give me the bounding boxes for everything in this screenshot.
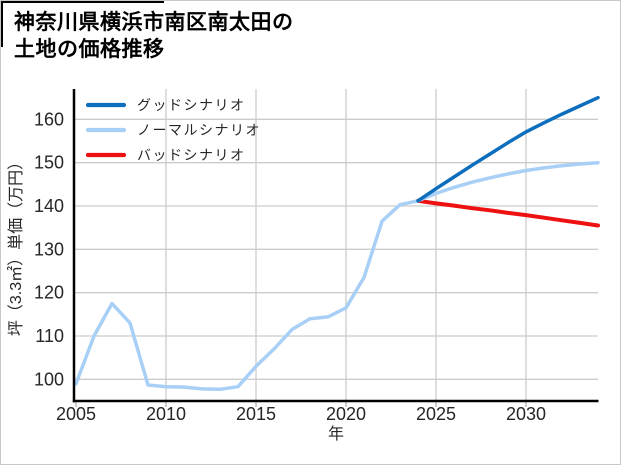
- chart-title: 神奈川県横浜市南区南太田の 土地の価格推移: [14, 9, 294, 63]
- x-axis-title: 年: [328, 425, 344, 443]
- x-tick-label: 2025: [416, 404, 456, 424]
- chart-title-line1: 神奈川県横浜市南区南太田の: [14, 11, 294, 34]
- legend-label-good-scenario: グッドシナリオ: [137, 97, 246, 113]
- y-tick-label: 160: [34, 109, 64, 129]
- series-line-normal-scenario-with-history: [74, 160, 600, 392]
- y-tick-label: 150: [34, 153, 64, 173]
- x-tick-label: 2030: [506, 404, 546, 424]
- x-tick-label: 2005: [56, 404, 96, 424]
- screenshot-border-artifact-left: [1, 1, 3, 47]
- series-line-good-scenario: [416, 95, 600, 203]
- y-axis-title: 坪（3.3㎡）単価（万円）: [7, 154, 25, 336]
- x-tick-label: 2015: [236, 404, 276, 424]
- y-tick-label: 130: [34, 239, 64, 259]
- chart-title-line2: 土地の価格推移: [14, 38, 165, 61]
- x-tick-label: 2020: [326, 404, 366, 424]
- legend-label-bad-scenario: バッドシナリオ: [137, 147, 246, 163]
- y-tick-label: 110: [35, 326, 64, 346]
- screenshot-border-artifact-top: [1, 1, 164, 3]
- y-tick-label: 120: [34, 283, 64, 303]
- series-line-bad-scenario: [416, 198, 600, 228]
- legend-label-normal-scenario-with-history: ノーマルシナリオ: [137, 122, 261, 138]
- x-tick-label: 2010: [146, 404, 186, 424]
- y-tick-label: 100: [34, 369, 64, 389]
- y-tick-label: 140: [34, 196, 64, 216]
